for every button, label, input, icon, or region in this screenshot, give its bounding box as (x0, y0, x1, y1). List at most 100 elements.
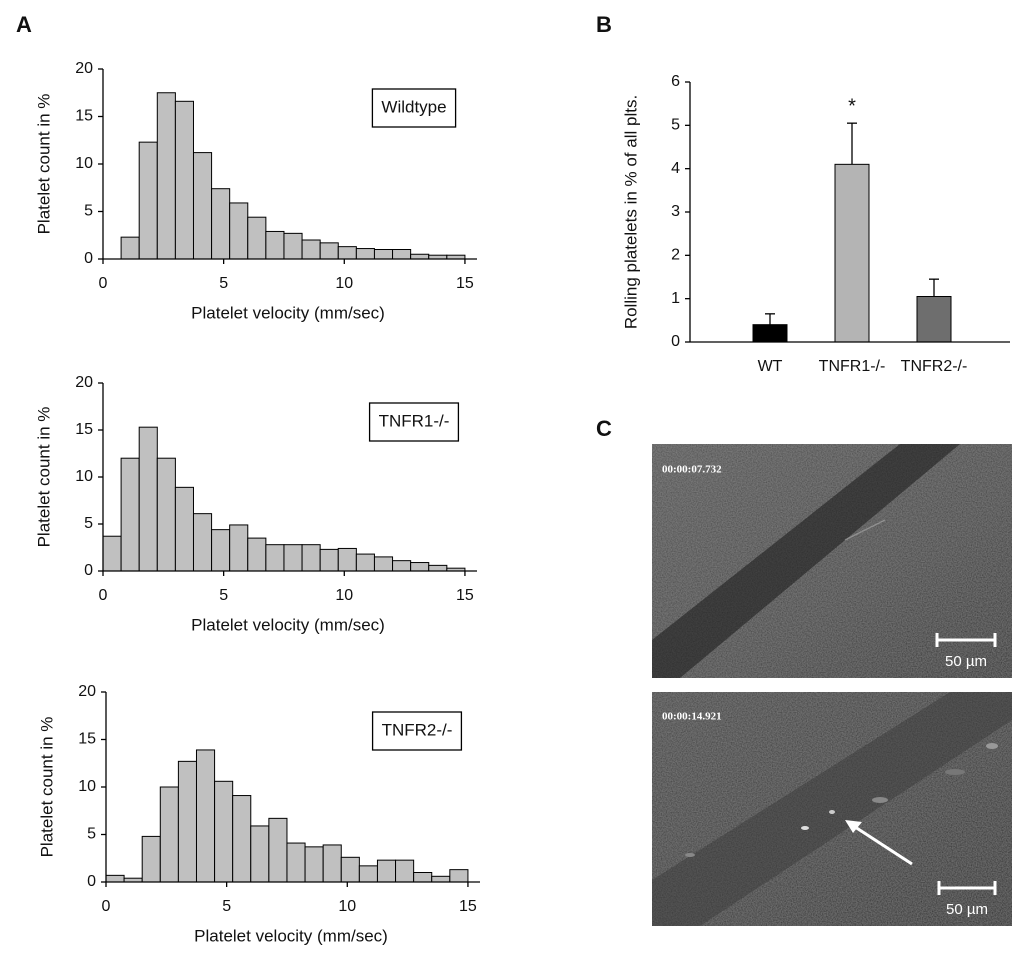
platelet (986, 743, 998, 749)
histogram-bar (105, 874, 125, 883)
histogram-bar (229, 202, 249, 260)
histogram-bar (373, 249, 394, 260)
y-tick-label: 6 (671, 73, 680, 90)
histogram-bar (373, 556, 394, 572)
x-tick-label: 0 (99, 587, 108, 604)
y-tick-label: 20 (75, 374, 93, 391)
y-axis-label: Platelet count in % (37, 717, 56, 858)
histogram-bar (355, 248, 375, 260)
arrow (851, 823, 913, 866)
histogram-bar (286, 842, 306, 883)
histogram-bar (195, 749, 216, 883)
y-tick-label: 4 (671, 160, 680, 177)
y-tick-label: 0 (671, 333, 680, 350)
x-axis-label: Platelet velocity (mm/sec) (191, 615, 385, 634)
histogram-bar (211, 188, 231, 260)
histogram-bar (319, 548, 339, 572)
x-tick-label: 0 (102, 898, 111, 915)
x-tick-label: 10 (338, 898, 356, 915)
histogram-bar (431, 875, 451, 883)
x-tick-label: 5 (219, 275, 228, 292)
histogram-bar (159, 786, 179, 883)
histogram-bar (283, 544, 303, 572)
legend-box (371, 711, 463, 751)
histogram-bar (301, 239, 321, 260)
histogram-bar (211, 529, 231, 572)
x-tick-label: 15 (459, 898, 477, 915)
y-axis-label: Rolling platelets in % of all plts. (621, 95, 640, 329)
histogram-bar (214, 780, 234, 883)
platelet (829, 810, 835, 814)
timestamp: 00:00:07.732 (662, 464, 722, 476)
platelet (872, 797, 888, 803)
arrow-head (845, 820, 862, 833)
platelet (685, 853, 695, 857)
y-axis-label: Platelet count in % (34, 94, 53, 235)
x-tick-label: 5 (222, 898, 231, 915)
bar (752, 324, 788, 343)
panel-label: B (596, 12, 612, 37)
micrograph (652, 692, 1012, 926)
legend-label: TNFR1-/- (379, 411, 450, 430)
histogram-bar (120, 236, 140, 260)
y-tick-label: 5 (671, 117, 680, 134)
x-tick-label: WT (758, 358, 783, 375)
histogram-bar (413, 872, 433, 883)
y-tick-label: 15 (75, 108, 93, 125)
histogram-bar (337, 547, 357, 572)
histogram-bar (337, 246, 357, 260)
x-tick-label: 15 (456, 275, 474, 292)
histogram-bar (174, 486, 194, 572)
histogram-bar (340, 856, 360, 883)
x-axis-label: Platelet velocity (mm/sec) (191, 303, 385, 322)
histogram-bar (138, 426, 158, 572)
histogram-bar (102, 535, 122, 572)
y-tick-label: 10 (75, 155, 93, 172)
histogram-bar (156, 92, 176, 260)
y-tick-label: 5 (84, 203, 93, 220)
y-tick-label: 10 (75, 468, 93, 485)
histogram-bar (174, 100, 194, 260)
y-tick-label: 0 (84, 250, 93, 267)
histogram-bar (395, 859, 415, 883)
histogram-bar (428, 564, 448, 572)
x-tick-label: 0 (99, 275, 108, 292)
histogram-bar (268, 817, 288, 883)
vessel-band (652, 444, 960, 678)
y-tick-label: 0 (84, 562, 93, 579)
timestamp: 00:00:14.921 (662, 711, 722, 723)
y-tick-label: 10 (78, 778, 96, 795)
histogram-bar (265, 544, 285, 572)
histogram-bar (319, 242, 339, 260)
y-tick-label: 20 (75, 60, 93, 77)
x-tick-label: 10 (335, 587, 353, 604)
histogram-bar (247, 216, 267, 260)
x-tick-label: TNFR2-/- (901, 358, 968, 375)
histogram-bar (392, 560, 412, 572)
streak (844, 519, 886, 541)
bar (834, 163, 870, 343)
histogram-bar (232, 795, 252, 883)
legend-label: TNFR2-/- (382, 720, 453, 739)
histogram-bar (177, 760, 197, 883)
histogram-bar (410, 562, 430, 572)
histogram-bar (120, 457, 140, 572)
y-tick-label: 20 (78, 683, 96, 700)
scale-label: 50 µm (946, 901, 988, 918)
annotation: * (848, 95, 856, 117)
histogram-bar (250, 825, 270, 883)
x-tick-label: 15 (456, 587, 474, 604)
y-tick-label: 0 (87, 873, 96, 890)
histogram-bar (283, 232, 303, 260)
legend-box (368, 402, 460, 442)
histogram-bar (192, 513, 213, 572)
histogram-bar (358, 865, 378, 883)
histogram-bar (410, 253, 430, 260)
y-tick-label: 15 (75, 421, 93, 438)
histogram-bar (304, 846, 324, 883)
histogram-bar (392, 249, 412, 260)
legend-box (371, 88, 457, 128)
histogram-bar (376, 859, 397, 883)
y-axis-label: Platelet count in % (34, 407, 53, 548)
